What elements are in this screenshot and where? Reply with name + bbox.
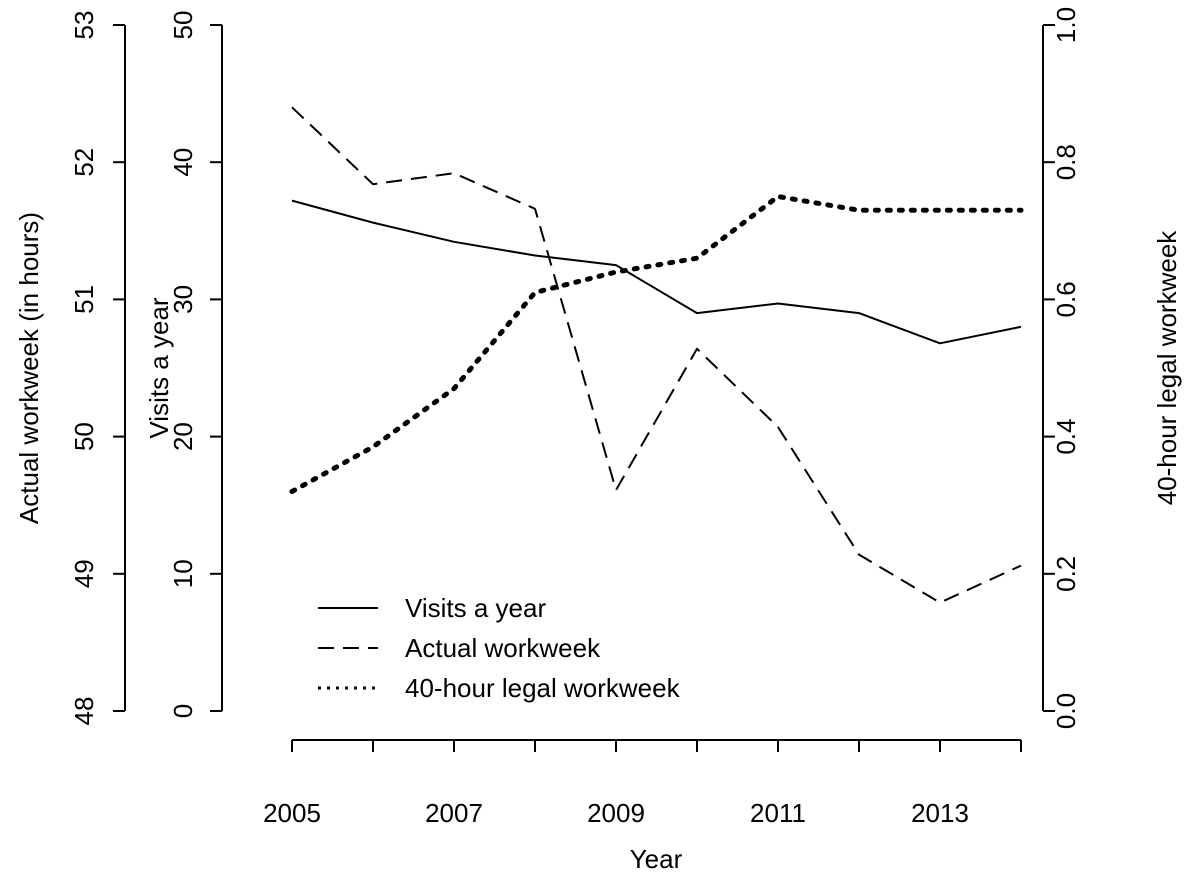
legend-entry: Visits a year <box>405 593 546 623</box>
right-axis-tick-label: 0.4 <box>1051 419 1081 455</box>
middle-axis-title: Visits a year <box>144 297 174 438</box>
x-axis-tick-label: 2011 <box>750 798 806 828</box>
middle-axis-tick-label: 30 <box>168 285 198 314</box>
legend-entry: 40-hour legal workweek <box>405 673 681 703</box>
left-axis-tick-label: 49 <box>69 559 99 588</box>
axes: 48 49 50 51 52 53 0 10 20 30 40 50 0.0 0.2 0.4 0.6 0.8 1.… <box>69 7 1081 828</box>
middle-axis-tick-label: 40 <box>168 148 198 177</box>
right-axis-tick-label: 0.0 <box>1051 693 1081 729</box>
left-axis-tick-label: 51 <box>69 285 99 314</box>
right-axis-tick-label: 0.2 <box>1051 556 1081 592</box>
middle-axis-tick-label: 0 <box>168 704 198 718</box>
middle-axis-tick-label: 50 <box>168 11 198 40</box>
series-line-visits-a-year <box>291 199 1022 345</box>
x-axis-title: Year <box>630 844 683 874</box>
legend: Visits a year Actual workweek 40-hour lega… <box>318 593 681 703</box>
left-axis-tick-label: 52 <box>69 148 99 177</box>
x-axis-tick-label: 2013 <box>911 798 969 828</box>
right-axis-tick-label: 0.8 <box>1051 144 1081 180</box>
right-axis-title: 40-hour legal workweek <box>1152 230 1182 506</box>
x-axis-tick-label: 2005 <box>263 798 321 828</box>
right-axis-tick-label: 1.0 <box>1051 7 1081 43</box>
left-axis-title: Actual workweek (in hours) <box>14 212 44 524</box>
legend-entry: Actual workweek <box>405 633 601 663</box>
left-axis-tick-label: 53 <box>69 11 99 40</box>
middle-axis-tick-label: 20 <box>168 422 198 451</box>
series-lines <box>289 106 1024 604</box>
middle-axis-tick-label: 10 <box>168 559 198 588</box>
x-axis-tick-label: 2007 <box>425 798 483 828</box>
left-axis-tick-label: 48 <box>69 697 99 726</box>
x-axis-tick-label: 2009 <box>587 798 645 828</box>
series-line-actual-workweek <box>291 106 1022 604</box>
right-axis-tick-label: 0.6 <box>1051 281 1081 317</box>
left-axis-tick-label: 50 <box>69 422 99 451</box>
series-line-40-hour-legal-workweek <box>289 194 1024 494</box>
